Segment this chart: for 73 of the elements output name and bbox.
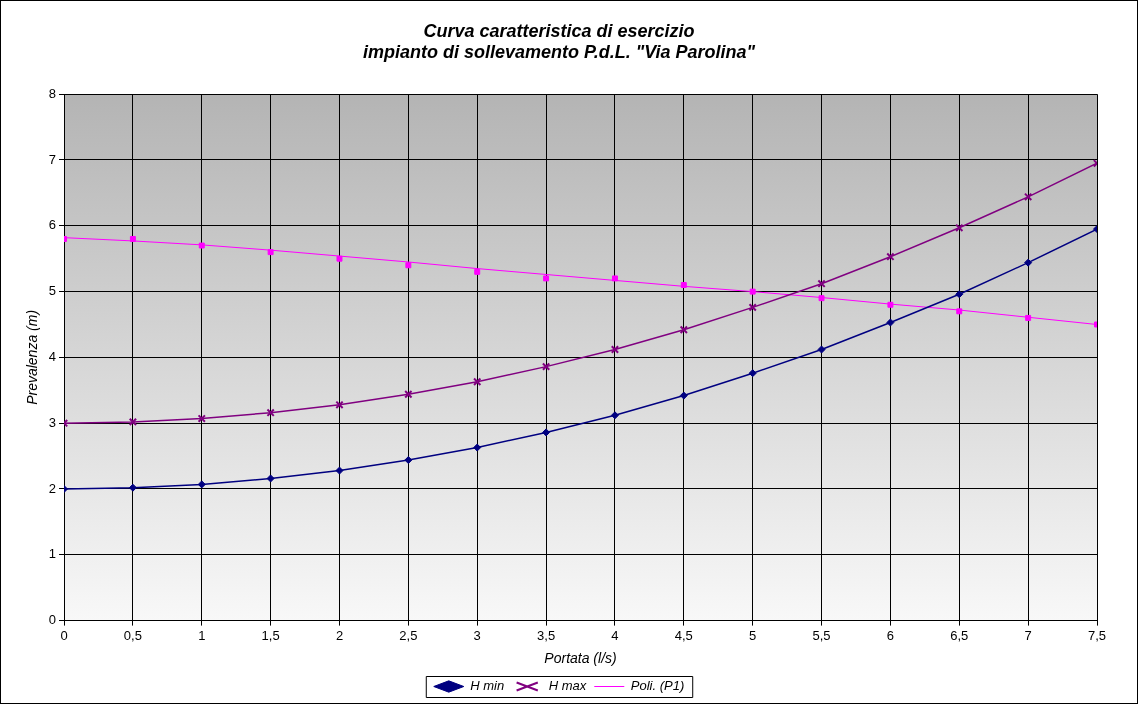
x-tick-label: 6,5 [950, 627, 969, 643]
y-tick-label: 5 [48, 283, 57, 299]
y-tick-label: 0 [48, 612, 57, 628]
x-tick-label: 3,5 [537, 627, 556, 643]
point [267, 249, 274, 256]
point [610, 411, 619, 420]
point [748, 369, 757, 378]
point [474, 268, 481, 275]
x-tick-label: 2 [335, 627, 344, 643]
point [611, 275, 618, 282]
point [748, 303, 757, 312]
x-tick-label: 0 [60, 627, 68, 643]
y-tick-label: 6 [48, 217, 57, 233]
point [886, 318, 895, 327]
x-tick-label: 4,5 [674, 627, 693, 643]
x-tick-label: 3 [473, 627, 481, 643]
point [197, 414, 206, 423]
legend-label: Poli. (P1) [630, 678, 685, 694]
x-tick-label: 4 [611, 627, 619, 643]
x-tick-label: 1 [198, 627, 206, 643]
point [198, 242, 205, 249]
point [336, 255, 343, 262]
point [129, 235, 136, 242]
point [128, 417, 138, 427]
point [542, 428, 551, 437]
point [404, 456, 413, 465]
point [335, 400, 344, 409]
point [679, 391, 688, 400]
point [955, 223, 964, 232]
point [1023, 192, 1033, 202]
point [473, 377, 482, 386]
point [956, 308, 963, 315]
chart-title: Curva caratteristica di esercizio impianto di sollevamento P.d.L. "Via Parolina" [362, 20, 756, 63]
point [886, 252, 895, 261]
point [817, 345, 826, 354]
y-tick-label: 4 [48, 348, 57, 364]
point [405, 262, 412, 269]
point [197, 480, 206, 489]
y-axis-title: Prevalenza (m) [24, 309, 41, 405]
point [1024, 258, 1033, 267]
x-tick-label: 7,5 [1087, 627, 1107, 643]
point [266, 474, 275, 483]
point [404, 390, 413, 399]
point [955, 290, 964, 299]
point [266, 408, 275, 417]
point [817, 279, 826, 288]
point [887, 301, 894, 308]
point [749, 288, 756, 295]
point [818, 295, 825, 302]
point [335, 466, 344, 475]
point [543, 275, 550, 282]
y-tick-label: 3 [48, 414, 57, 430]
y-tick-label: 7 [48, 151, 57, 167]
point [541, 362, 551, 371]
x-tick-label: 2,5 [399, 627, 418, 643]
y-tick-label: 1 [48, 546, 57, 562]
x-tick-label: 1,5 [261, 627, 280, 643]
point [679, 325, 688, 334]
point [1025, 314, 1032, 321]
point [610, 345, 620, 354]
point [128, 483, 137, 492]
point [473, 443, 482, 452]
legend-label: H min [470, 678, 505, 694]
x-tick-label: 7 [1024, 627, 1032, 643]
x-tick-label: 5,5 [812, 627, 831, 643]
y-tick-label: 2 [48, 480, 57, 496]
legend-label: H max [548, 678, 587, 694]
point [680, 282, 687, 288]
y-tick-label: 8 [48, 85, 57, 101]
x-tick-label: 5 [749, 627, 757, 643]
x-tick-label: 0,5 [123, 627, 142, 643]
x-tick-label: 6 [886, 627, 895, 643]
x-axis-title: Portata (l/s) [544, 650, 617, 667]
